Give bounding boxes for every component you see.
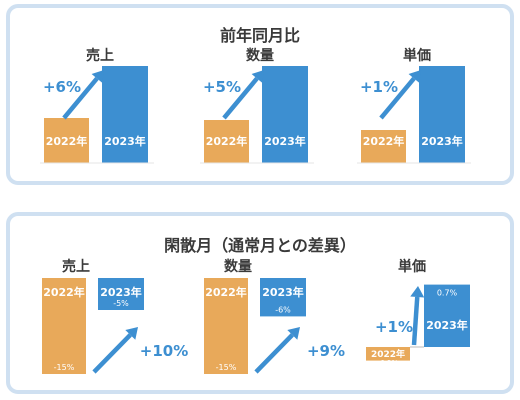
diff-metric-label-g2: 単価 bbox=[398, 258, 426, 275]
diff-value-2023-g2: 0.7% bbox=[437, 289, 458, 298]
diff-value-2022-g2: -0.3% bbox=[378, 359, 399, 367]
yoy-arrow-g2-head bbox=[408, 70, 421, 83]
diff-bar-2023-g2 bbox=[424, 284, 470, 347]
diff-bar-label-2023-g2: 2023年 bbox=[426, 318, 468, 332]
diff-arrow-g2-head bbox=[410, 286, 425, 298]
diff-arrow-g0-shaft bbox=[92, 333, 132, 374]
diff-bar-2023-g1 bbox=[260, 278, 306, 317]
yoy-bar-label-2022-g1: 2022年 bbox=[206, 134, 248, 148]
diff-arrow-g1-head bbox=[287, 327, 300, 340]
off-season-panel-title: 閑散月（通常月との差異） bbox=[164, 236, 356, 255]
diff-metric-label-g0: 売上 bbox=[62, 258, 90, 275]
diff-change-label-g2: +1% bbox=[375, 318, 413, 336]
yoy-bar-label-2023-g0: 2023年 bbox=[104, 134, 146, 148]
diff-bar-label-2022-g1: 2022年 bbox=[205, 285, 247, 299]
yoy-arrow-g1-shaft bbox=[222, 77, 259, 120]
diff-bar-label-2022-g2: 2022年 bbox=[371, 348, 405, 360]
diff-bar-label-2023-g0: 2023年 bbox=[100, 285, 142, 299]
diff-value-2023-g1: -6% bbox=[275, 305, 291, 314]
diff-arrow-g0-head bbox=[125, 327, 138, 340]
diff-metric-label-g1: 数量 bbox=[224, 258, 252, 275]
diff-bar-2022-g1 bbox=[204, 278, 248, 374]
yoy-arrow-g2-shaft bbox=[379, 77, 416, 120]
yoy-arrow-g0-head bbox=[91, 70, 104, 83]
yoy-arrow-g1-head bbox=[251, 70, 264, 83]
diff-arrow-g1-shaft bbox=[254, 333, 294, 374]
yoy-bar-label-2022-g0: 2022年 bbox=[46, 134, 88, 148]
yoy-bar-label-2022-g2: 2022年 bbox=[363, 134, 405, 148]
diff-bar-label-2022-g0: 2022年 bbox=[43, 285, 85, 299]
yoy-metric-label-g0: 売上 bbox=[86, 47, 114, 64]
yoy-change-label-g1: +5% bbox=[203, 78, 241, 96]
diff-value-2022-g1: -15% bbox=[216, 363, 237, 372]
diff-bar-2023-g0 bbox=[98, 278, 144, 310]
yoy-metric-label-g2: 単価 bbox=[403, 47, 431, 64]
yoy-bar-label-2023-g2: 2023年 bbox=[421, 134, 463, 148]
yoy-arrow-g0-shaft bbox=[62, 77, 99, 120]
yoy-bar-label-2023-g1: 2023年 bbox=[264, 134, 306, 148]
yoy-change-label-g0: +6% bbox=[43, 78, 81, 96]
yoy-change-label-g2: +1% bbox=[360, 78, 398, 96]
diff-change-label-g1: +9% bbox=[307, 342, 345, 360]
diff-bar-2022-g0 bbox=[42, 278, 86, 374]
yoy-bar-2022-g0 bbox=[44, 118, 89, 163]
diff-bar-label-2023-g1: 2023年 bbox=[262, 285, 304, 299]
yoy-bar-2023-g2 bbox=[419, 66, 465, 163]
yoy-panel-title: 前年同月比 bbox=[219, 26, 300, 45]
yoy-bar-2022-g1 bbox=[204, 120, 249, 163]
diff-value-2023-g0: -5% bbox=[113, 299, 129, 308]
diff-bar-2022-g2 bbox=[366, 347, 410, 361]
yoy-bar-2023-g0 bbox=[102, 66, 148, 163]
diff-value-2022-g0: -15% bbox=[54, 363, 75, 372]
diff-change-label-g0: +10% bbox=[140, 342, 188, 360]
yoy-bar-2022-g2 bbox=[361, 130, 406, 163]
yoy-bar-2023-g1 bbox=[262, 66, 308, 163]
yoy-metric-label-g1: 数量 bbox=[246, 47, 274, 64]
diff-arrow-g2-shaft bbox=[411, 296, 420, 346]
